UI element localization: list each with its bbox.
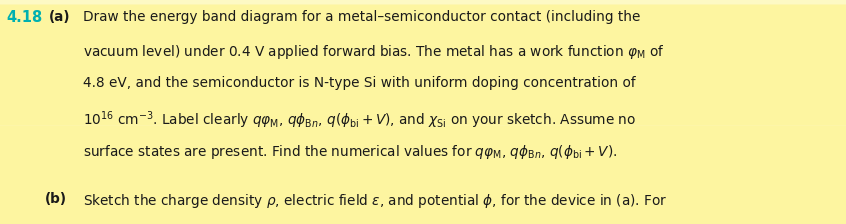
Text: vacuum level) under 0.4 V applied forward bias. The metal has a work function $\: vacuum level) under 0.4 V applied forwar…: [83, 43, 664, 61]
Text: Draw the energy band diagram for a metal–semiconductor contact (including the: Draw the energy band diagram for a metal…: [83, 10, 640, 24]
Text: surface states are present. Find the numerical values for $q\varphi_{\mathrm{M}}: surface states are present. Find the num…: [83, 143, 618, 161]
Text: (a): (a): [49, 10, 70, 24]
FancyBboxPatch shape: [0, 125, 846, 224]
Text: (b): (b): [45, 192, 67, 206]
Text: $10^{16}$ cm$^{-3}$. Label clearly $q\varphi_{\mathrm{M}}$, $q\phi_{\mathrm{B}n}: $10^{16}$ cm$^{-3}$. Label clearly $q\va…: [83, 110, 636, 131]
Text: 4.18: 4.18: [7, 10, 43, 25]
Text: Sketch the charge density $\rho$, electric field $\varepsilon$, and potential $\: Sketch the charge density $\rho$, electr…: [83, 192, 667, 209]
FancyBboxPatch shape: [0, 4, 846, 125]
Text: 4.8 eV, and the semiconductor is N-type Si with uniform doping concentration of: 4.8 eV, and the semiconductor is N-type …: [83, 76, 635, 90]
